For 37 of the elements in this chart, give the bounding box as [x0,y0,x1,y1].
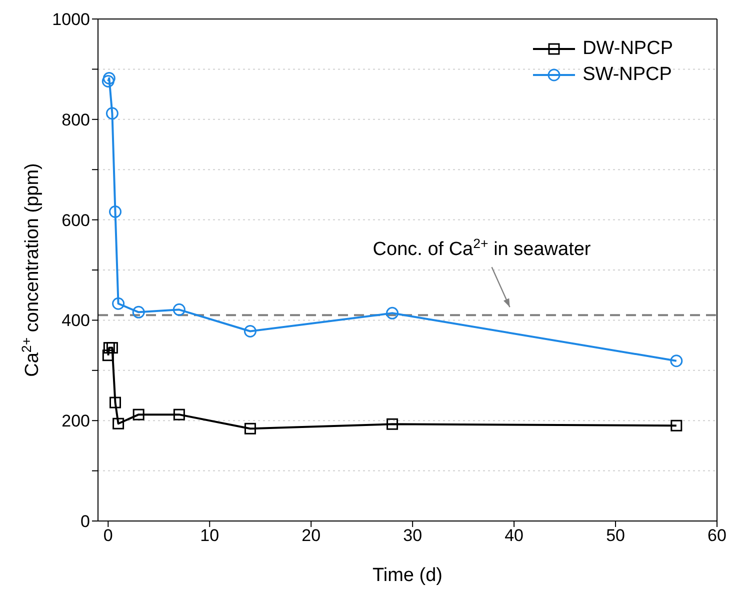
point [132,408,144,420]
x-tick-label: 40 [504,526,524,546]
x-tick-label: 20 [302,526,321,546]
point [106,342,118,354]
point [102,350,114,362]
x-tick-label: 60 [708,526,726,546]
point [106,107,118,120]
y-tick-label: 0 [80,512,90,532]
point [386,418,398,430]
point [102,72,116,84]
point [244,324,256,338]
point [103,342,115,354]
x-tick-label: 0 [103,526,113,546]
x-tick-label: 30 [403,526,422,546]
point [173,408,185,420]
y-tick-label: 400 [62,311,90,330]
ref-line-label: Conc. of Ca$^{2+}$ in seawater [372,236,592,260]
y-tick-label: 200 [62,412,90,431]
point [112,418,124,430]
x-tick-label: 50 [606,526,625,546]
point [109,206,122,218]
x-tick-label: 10 [200,526,220,546]
legend-label: SW-NPCP [582,64,672,86]
point [670,420,682,432]
y-tick-label: 800 [62,110,90,130]
x-axis-title: Time (d) [372,565,443,586]
point [244,422,256,434]
point [386,306,399,320]
legend-label: DW-NPCP [582,38,673,60]
point [132,306,145,318]
point [110,396,121,408]
y-tick-label: 600 [62,210,90,230]
point [102,75,114,88]
point [172,303,186,316]
point [670,354,683,368]
y-tick-label: 1000 [52,10,90,30]
point [112,297,125,310]
